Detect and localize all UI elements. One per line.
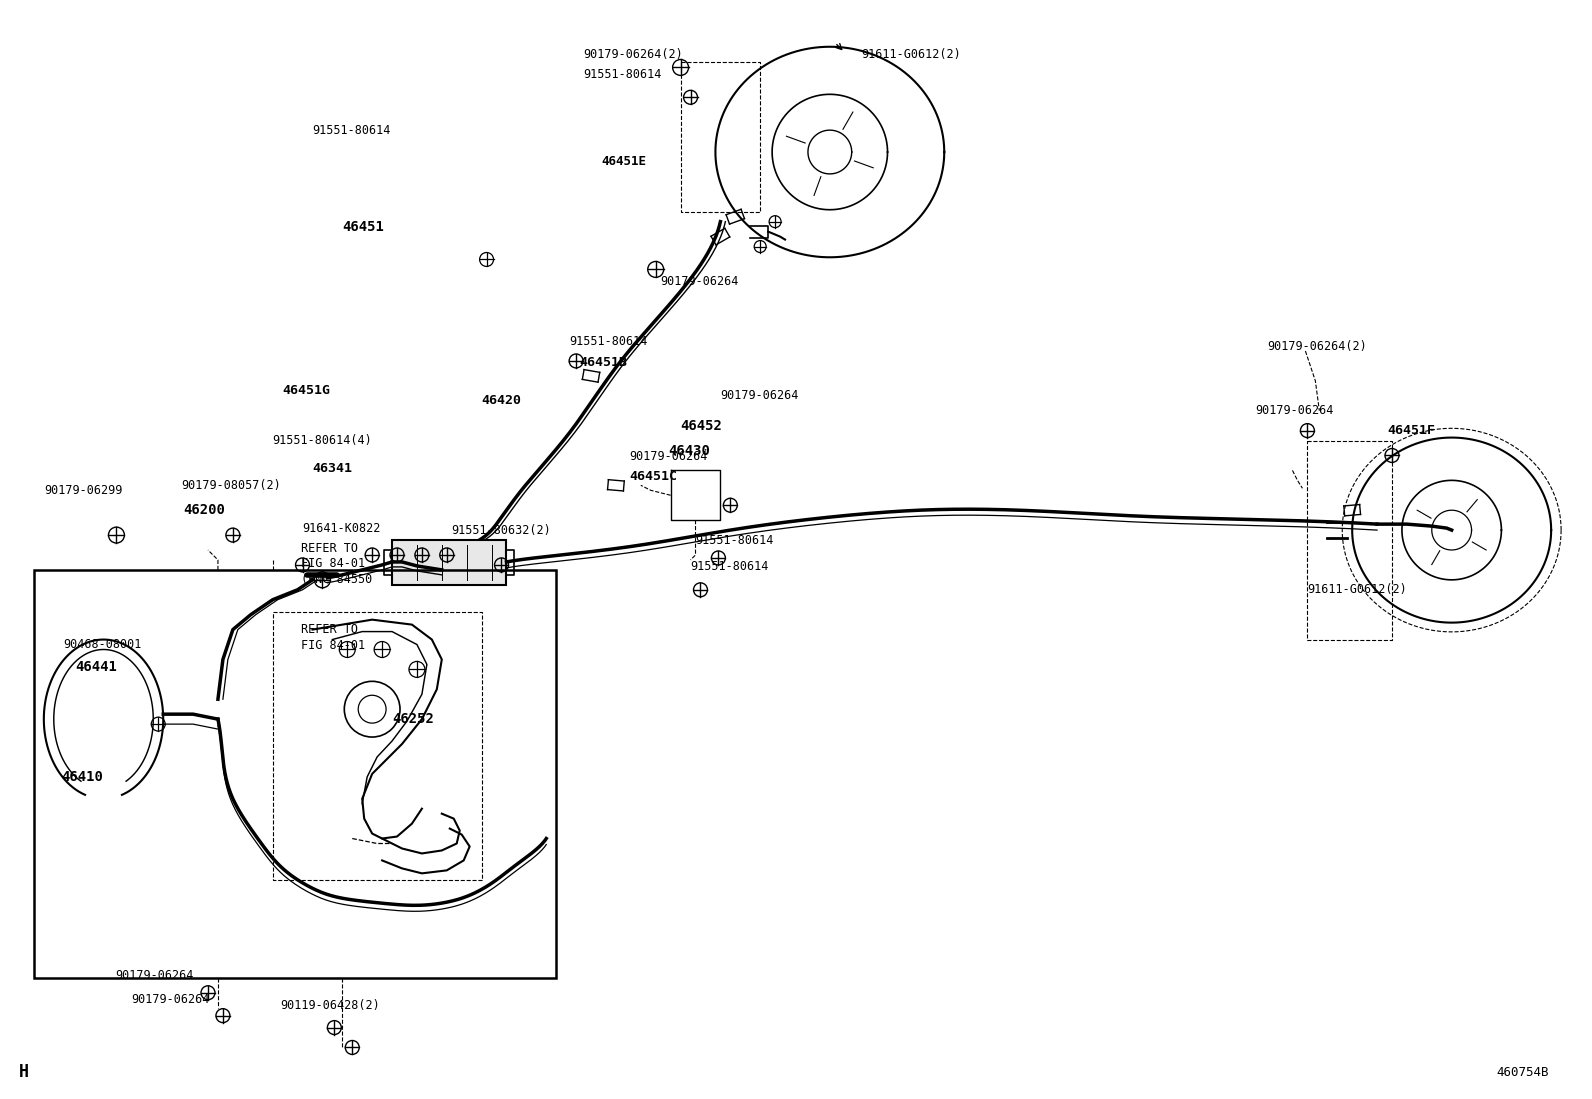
Text: 46451F: 46451F: [1387, 424, 1434, 437]
Text: 90179-06264(2): 90179-06264(2): [583, 48, 683, 62]
Text: 90179-06299: 90179-06299: [45, 484, 123, 497]
Text: FIG 84-01: FIG 84-01: [301, 557, 365, 570]
Text: 90179-06264: 90179-06264: [116, 969, 194, 983]
Text: 46451: 46451: [342, 220, 384, 234]
Text: 90179-06264(2): 90179-06264(2): [1267, 340, 1368, 353]
Text: (PNC 84550: (PNC 84550: [301, 574, 373, 587]
Text: 46410: 46410: [62, 769, 103, 784]
Text: 91551-80614(4): 91551-80614(4): [272, 434, 373, 447]
Text: 91551-80614: 91551-80614: [691, 560, 769, 574]
Text: 90179-06264: 90179-06264: [661, 275, 739, 288]
Text: 90179-08057(2): 90179-08057(2): [181, 479, 280, 492]
Text: FIG 84-01: FIG 84-01: [301, 639, 365, 652]
Text: 46252: 46252: [392, 712, 435, 726]
Text: 90179-06264: 90179-06264: [721, 389, 799, 402]
Text: 91551-80614: 91551-80614: [696, 533, 774, 546]
Text: REFER TO: REFER TO: [301, 623, 358, 636]
Text: 46451G: 46451G: [283, 385, 331, 398]
Text: 46452: 46452: [681, 419, 723, 433]
Text: 91611-G0612(2): 91611-G0612(2): [861, 48, 962, 62]
Text: 46341: 46341: [312, 462, 352, 475]
Text: 90119-06428(2): 90119-06428(2): [280, 999, 380, 1012]
Text: 91641-K0822: 91641-K0822: [302, 522, 380, 534]
Text: 90179-06264: 90179-06264: [629, 449, 707, 463]
Text: 91551-80632(2): 91551-80632(2): [452, 523, 551, 536]
Text: 46430: 46430: [669, 444, 710, 457]
Text: 90179-06264: 90179-06264: [132, 993, 210, 1007]
Text: 91551-80614: 91551-80614: [570, 334, 648, 347]
Text: 91551-80614: 91551-80614: [583, 68, 661, 81]
Text: 91551-80614: 91551-80614: [312, 123, 390, 136]
Text: H: H: [19, 1064, 29, 1081]
Text: 46200: 46200: [183, 503, 224, 518]
Text: 460754B: 460754B: [1496, 1066, 1549, 1079]
Bar: [33, 570, 556, 978]
Bar: [392, 540, 506, 585]
Text: 46420: 46420: [482, 395, 522, 408]
Text: 46441: 46441: [76, 660, 118, 675]
Text: 46451C: 46451C: [629, 470, 677, 482]
Text: 91611-G0612(2): 91611-G0612(2): [1307, 584, 1407, 597]
Text: 46451B: 46451B: [579, 356, 627, 369]
Text: 46451E: 46451E: [602, 155, 646, 168]
Text: 90468-08001: 90468-08001: [64, 639, 142, 651]
Text: REFER TO: REFER TO: [301, 542, 358, 555]
Text: 90179-06264: 90179-06264: [1256, 404, 1334, 418]
